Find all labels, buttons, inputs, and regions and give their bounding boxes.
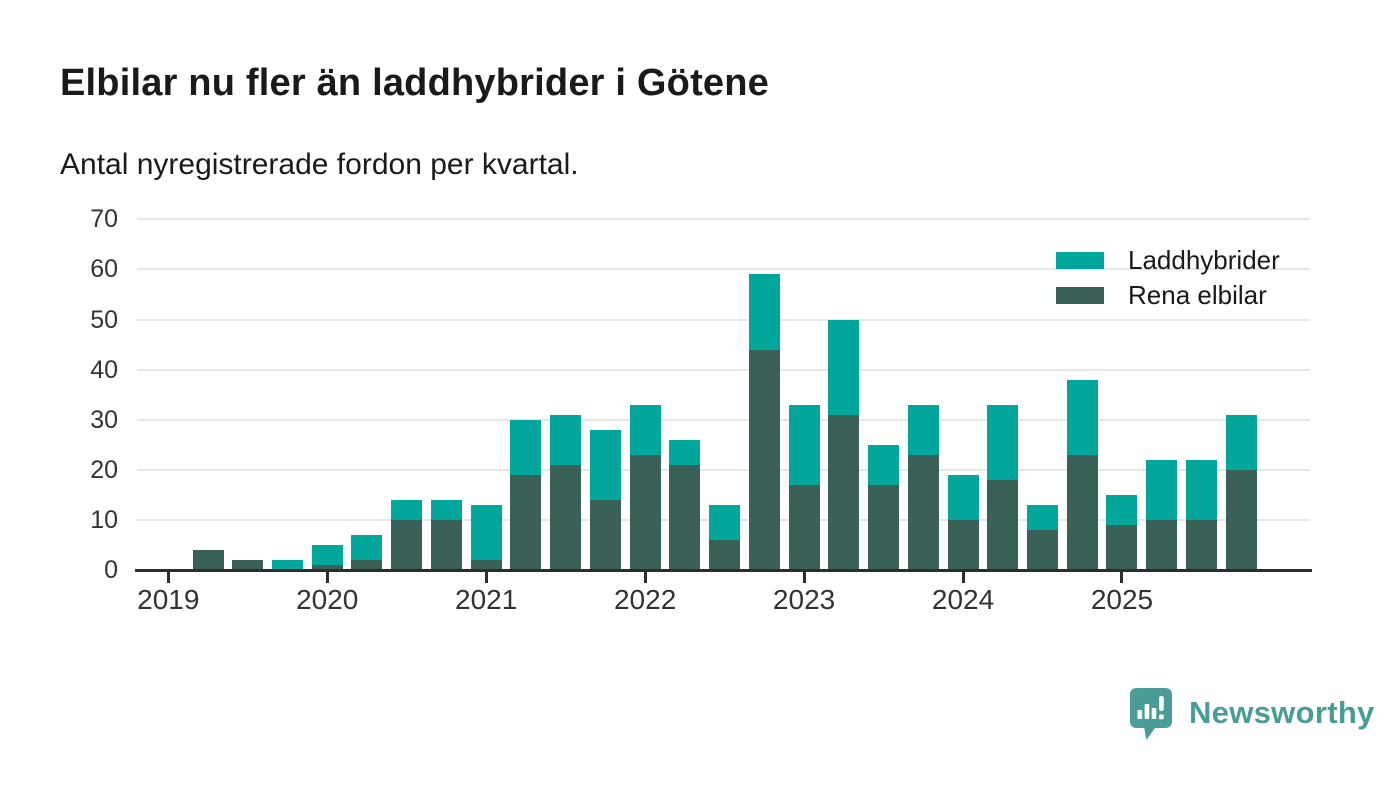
chart-subtitle: Antal nyregistrerade fordon per kvartal. (60, 148, 579, 182)
bar-segment-laddhybrider (749, 274, 780, 349)
bar-segment-laddhybrider (471, 505, 502, 560)
gridline-y30 (137, 419, 1310, 421)
gridline-y50 (137, 319, 1310, 321)
bar-segment-rena-elbilar (908, 455, 939, 570)
chart-card: Elbilar nu fler än laddhybrider i Götene… (0, 0, 1400, 793)
x-axis-label: 2023 (734, 584, 874, 616)
bar-segment-laddhybrider (1106, 495, 1137, 525)
bar-segment-rena-elbilar (1067, 455, 1098, 570)
bar-segment-laddhybrider (550, 415, 581, 465)
x-axis-label: 2021 (416, 584, 556, 616)
legend-label: Rena elbilar (1128, 280, 1267, 311)
bar-segment-rena-elbilar (431, 520, 462, 570)
newsworthy-bubble-chart-icon (1128, 686, 1174, 740)
bar-segment-laddhybrider (630, 405, 661, 455)
x-axis-tick (1120, 572, 1123, 583)
bar-segment-laddhybrider (391, 500, 422, 520)
branding: Newsworthy (1128, 686, 1375, 740)
x-axis-tick (962, 572, 965, 583)
bar-segment-laddhybrider (948, 475, 979, 520)
bar-segment-rena-elbilar (749, 350, 780, 570)
bar-segment-rena-elbilar (669, 465, 700, 570)
bar-segment-rena-elbilar (1106, 525, 1137, 570)
bar-segment-rena-elbilar (709, 540, 740, 570)
y-axis-label: 50 (38, 305, 118, 335)
bar-segment-laddhybrider (1226, 415, 1257, 470)
bar-segment-rena-elbilar (868, 485, 899, 570)
bar-segment-laddhybrider (1027, 505, 1058, 530)
gridline-y40 (137, 369, 1310, 371)
bar-segment-rena-elbilar (391, 520, 422, 570)
y-axis-label: 60 (38, 254, 118, 284)
x-axis-label: 2020 (257, 584, 397, 616)
bar-segment-laddhybrider (908, 405, 939, 455)
y-axis-label: 70 (38, 204, 118, 234)
bar-segment-rena-elbilar (1186, 520, 1217, 570)
x-axis-line (135, 569, 1312, 572)
legend-label: Laddhybrider (1128, 245, 1280, 276)
bar-segment-laddhybrider (709, 505, 740, 540)
legend-swatch-laddhybrider (1056, 252, 1104, 269)
x-axis-label: 2024 (893, 584, 1033, 616)
bar-segment-rena-elbilar (1226, 470, 1257, 570)
x-axis-tick (803, 572, 806, 583)
y-axis-label: 40 (38, 355, 118, 385)
x-axis-tick (485, 572, 488, 583)
bar-segment-laddhybrider (590, 430, 621, 500)
bar-segment-rena-elbilar (1027, 530, 1058, 570)
bar-segment-rena-elbilar (630, 455, 661, 570)
bar-segment-laddhybrider (1186, 460, 1217, 520)
x-axis-label: 2022 (575, 584, 715, 616)
bar-segment-rena-elbilar (550, 465, 581, 570)
y-axis-label: 20 (38, 455, 118, 485)
bar-segment-rena-elbilar (510, 475, 541, 570)
x-axis-tick (167, 572, 170, 583)
x-axis-tick (644, 572, 647, 583)
x-axis-label: 2019 (98, 584, 238, 616)
bar-segment-laddhybrider (868, 445, 899, 485)
bar-segment-laddhybrider (510, 420, 541, 475)
bar-segment-laddhybrider (669, 440, 700, 465)
legend-swatch-rena-elbilar (1056, 287, 1104, 304)
bar-segment-rena-elbilar (828, 415, 859, 570)
gridline-y20 (137, 469, 1310, 471)
x-axis-label: 2025 (1052, 584, 1192, 616)
bar-segment-rena-elbilar (1146, 520, 1177, 570)
bar-segment-laddhybrider (1146, 460, 1177, 520)
y-axis-label: 0 (38, 555, 118, 585)
y-axis-label: 10 (38, 505, 118, 535)
chart-title: Elbilar nu fler än laddhybrider i Götene (60, 62, 769, 105)
legend-item-rena-elbilar: Rena elbilar (1056, 278, 1280, 313)
bar-segment-laddhybrider (987, 405, 1018, 480)
bar-segment-laddhybrider (351, 535, 382, 560)
bar-segment-laddhybrider (1067, 380, 1098, 455)
bar-segment-laddhybrider (789, 405, 820, 485)
brand-name: Newsworthy (1189, 695, 1375, 731)
gridline-y70 (137, 218, 1310, 220)
bar-segment-rena-elbilar (590, 500, 621, 570)
x-axis-tick (326, 572, 329, 583)
bar-segment-rena-elbilar (193, 550, 224, 570)
bar-segment-laddhybrider (431, 500, 462, 520)
bar-segment-rena-elbilar (987, 480, 1018, 570)
y-axis-label: 30 (38, 405, 118, 435)
bar-segment-rena-elbilar (789, 485, 820, 570)
bar-segment-laddhybrider (312, 545, 343, 565)
bar-segment-laddhybrider (828, 320, 859, 415)
legend: Laddhybrider Rena elbilar (1056, 243, 1280, 313)
bar-segment-rena-elbilar (948, 520, 979, 570)
legend-item-laddhybrider: Laddhybrider (1056, 243, 1280, 278)
